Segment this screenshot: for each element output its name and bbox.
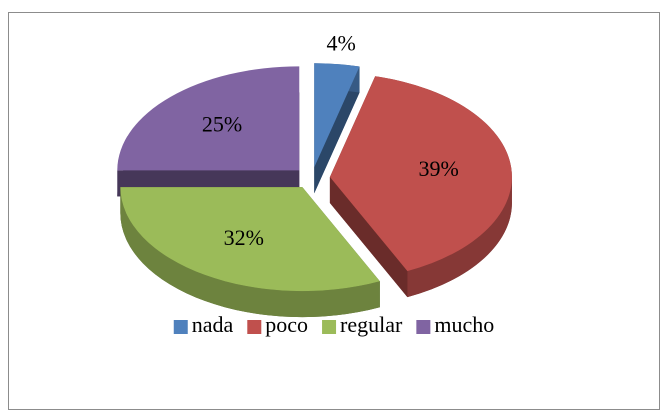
- legend-label: poco: [265, 312, 308, 337]
- slice-wall: [314, 66, 360, 194]
- slice: [120, 187, 380, 292]
- legend-swatch: [322, 320, 337, 334]
- legend-swatch: [173, 320, 188, 334]
- legend-swatch: [247, 320, 262, 334]
- legend-label: regular: [340, 312, 403, 337]
- slice-wall: [329, 176, 408, 298]
- data-label: 39%: [418, 156, 458, 181]
- slice-side: [407, 176, 512, 298]
- data-label: 25%: [202, 111, 242, 136]
- data-label: 4%: [327, 31, 356, 56]
- legend-label: mucho: [434, 312, 494, 337]
- legend-swatch: [416, 320, 431, 334]
- slice-side: [120, 187, 380, 318]
- slice: [117, 66, 300, 171]
- slice: [314, 63, 360, 168]
- data-label: 32%: [224, 225, 264, 250]
- slice: [329, 76, 512, 272]
- legend-label: nada: [192, 312, 234, 337]
- legend: nada poco regular mucho: [173, 312, 494, 337]
